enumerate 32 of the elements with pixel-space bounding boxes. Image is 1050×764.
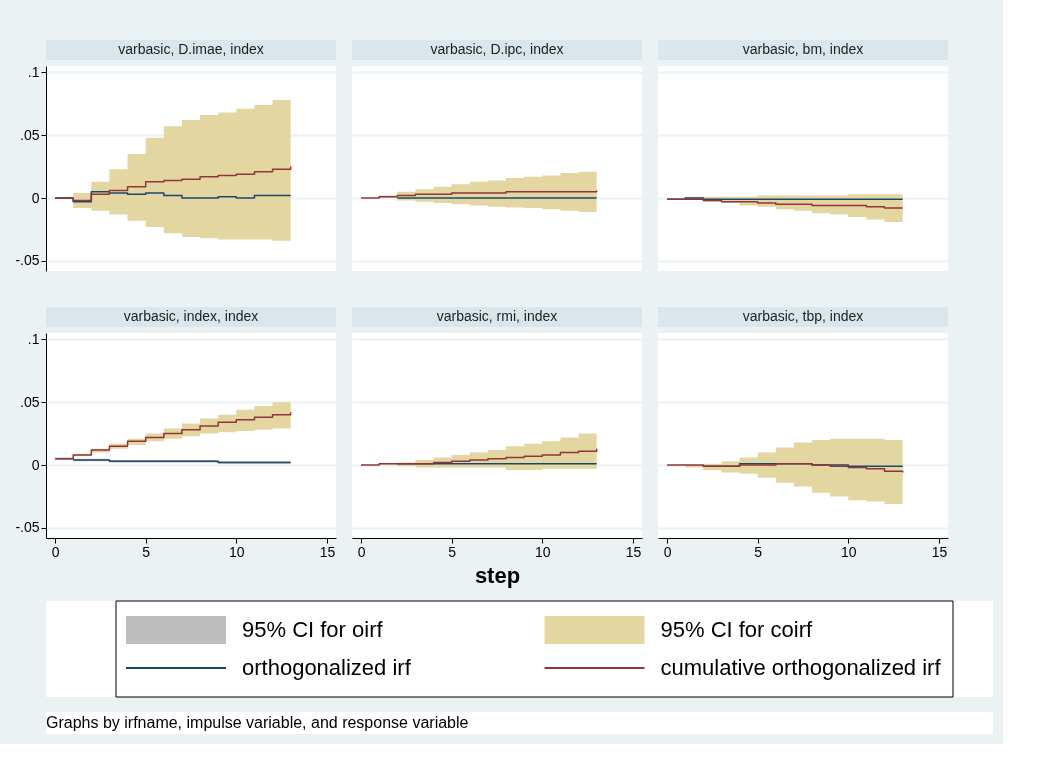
y-tick-label: -.05 <box>15 519 40 536</box>
x-tick-label: 10 <box>535 543 551 560</box>
y-tick-label: .05 <box>20 393 40 410</box>
y-tick-label: 0 <box>31 189 40 206</box>
y-tick-label: .1 <box>27 330 40 347</box>
y-tick-label: .05 <box>20 126 40 143</box>
chart-title: varbasic, D.ipc, index <box>430 41 564 57</box>
x-tick-label: 0 <box>357 543 366 560</box>
x-tick-label: 5 <box>448 543 457 560</box>
chart-title: varbasic, D.imae, index <box>118 41 264 57</box>
x-tick-label: 10 <box>841 543 857 560</box>
chart-title: varbasic, rmi, index <box>436 308 558 324</box>
x-tick-label: 15 <box>931 543 948 560</box>
x-tick-label: 5 <box>754 543 763 560</box>
y-tick-label: .1 <box>27 63 40 80</box>
y-tick-label: -.05 <box>15 252 40 269</box>
legend-label: 95% CI for oirf <box>242 617 384 642</box>
y-tick-label: 0 <box>31 456 40 473</box>
chart-title: varbasic, bm, index <box>742 41 864 57</box>
x-tick-label: 15 <box>319 543 336 560</box>
chart-title: varbasic, index, index <box>123 308 259 324</box>
chart-title: varbasic, tbp, index <box>742 308 864 324</box>
legend-label: orthogonalized irf <box>242 655 412 680</box>
text: Graphs by irfname, impulse variable, and response variable <box>46 714 469 731</box>
legend-label: 95% CI for coirf <box>660 617 813 642</box>
x-tick-label: 15 <box>625 543 642 560</box>
x-axis-title: step <box>474 562 521 588</box>
x-tick-label: 0 <box>51 543 60 560</box>
x-tick-label: 0 <box>663 543 672 560</box>
x-tick-label: 10 <box>229 543 245 560</box>
x-tick-label: 5 <box>142 543 151 560</box>
legend-label: cumulative orthogonalized irf <box>660 655 942 680</box>
